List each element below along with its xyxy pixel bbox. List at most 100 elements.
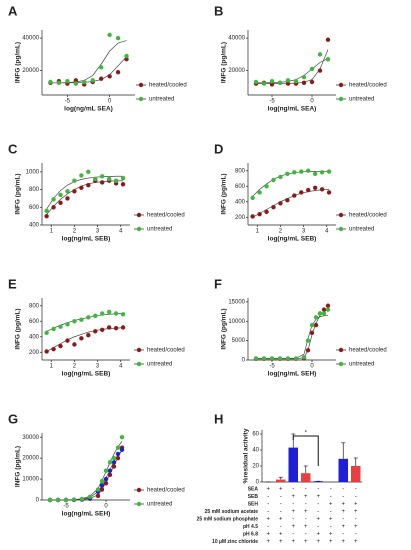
legend-marker (338, 82, 344, 88)
y-tick-label: 200 (29, 350, 40, 356)
point (95, 493, 101, 499)
point (305, 348, 311, 353)
legend-marker (338, 361, 344, 367)
point (113, 326, 119, 331)
table-cell: + (329, 502, 333, 508)
x-tick-label: 1 (256, 229, 260, 235)
legend-marker (136, 347, 142, 353)
point (325, 37, 331, 42)
point (65, 322, 70, 327)
table-cell: + (279, 517, 283, 523)
point (98, 76, 104, 81)
table-cell: - (267, 494, 269, 500)
point (93, 176, 98, 182)
panel-label: B (214, 3, 223, 18)
point (82, 79, 87, 85)
table-cell: - (330, 524, 332, 530)
bar (313, 481, 323, 482)
point (278, 174, 283, 180)
point (103, 481, 109, 486)
y-tick-label: 200 (235, 215, 246, 221)
x-tick-label: -5 (269, 99, 275, 105)
y-tick-label: 15000 (228, 299, 245, 305)
legend-label: heated/cooled (147, 213, 185, 219)
table-cell: - (267, 502, 269, 508)
table-row-label: SEA (248, 486, 259, 492)
x-axis-label: log(ng/mL SEB) (268, 236, 317, 243)
y-axis-label: INFG (pg/mL) (15, 173, 22, 214)
legend-marker (136, 487, 142, 493)
table-row-label: pH 4.5 (243, 524, 258, 530)
point (264, 184, 269, 189)
point (98, 65, 104, 70)
y-tick-label: 40000 (228, 36, 245, 42)
legend-label: heated/cooled (147, 488, 185, 494)
y-tick-label: 0 (36, 498, 40, 504)
table-cell: + (316, 532, 320, 538)
fit-curve (46, 175, 124, 210)
x-tick-label: 4 (119, 229, 123, 235)
panel-label: E (8, 276, 17, 291)
point (99, 478, 105, 484)
legend-label: untreated (349, 362, 374, 368)
legend-marker (136, 361, 142, 367)
point (285, 356, 291, 361)
x-tick-label: -5 (269, 364, 275, 370)
table-cell: - (292, 532, 294, 538)
table-cell: - (280, 524, 282, 530)
panel-label: G (8, 411, 18, 426)
point (253, 79, 259, 85)
y-axis-label: INFG (pg/mL) (15, 42, 22, 83)
point (115, 35, 121, 41)
table-cell: - (355, 532, 357, 538)
table-cell: + (304, 524, 308, 530)
y-tick-label: 20000 (22, 68, 39, 74)
point (58, 200, 63, 206)
point (326, 190, 332, 195)
y-tick-label: 800 (29, 303, 40, 309)
point (86, 315, 91, 320)
y-tick-label: 20 (252, 464, 259, 470)
y-tick-label: 600 (29, 205, 40, 211)
panel-label: C (8, 141, 18, 156)
point (65, 78, 70, 84)
legend-label: untreated (149, 97, 174, 103)
point (73, 81, 79, 86)
x-tick-label: -5 (65, 99, 71, 105)
x-tick-label: 3 (302, 229, 306, 235)
point (71, 497, 77, 502)
point (51, 326, 56, 332)
point (65, 189, 70, 194)
y-tick-label: 40000 (22, 36, 39, 42)
legend-marker (338, 96, 344, 102)
x-axis-label: log(ng/mL SEH) (62, 511, 111, 518)
point (269, 356, 275, 361)
panel-label: D (214, 141, 223, 156)
point (285, 81, 291, 86)
table-cell: - (292, 487, 294, 493)
y-tick-label: 5000 (232, 338, 246, 344)
y-tick-label: 400 (29, 223, 40, 229)
point (113, 311, 119, 316)
point (319, 170, 325, 175)
point (58, 324, 63, 329)
y-tick-label: 60 (252, 432, 259, 438)
point (107, 460, 113, 465)
legend-marker (338, 347, 344, 353)
point (120, 312, 126, 317)
y-axis-label: %residual activity (243, 428, 250, 483)
table-cell: - (317, 502, 319, 508)
table-cell: - (305, 487, 307, 493)
point (301, 80, 307, 86)
point (111, 464, 117, 469)
point (79, 336, 84, 341)
table-cell: - (342, 487, 344, 493)
y-axis-label: INFG (pg/mL) (221, 173, 228, 214)
panel-label: A (8, 3, 18, 18)
point (257, 211, 262, 217)
point (301, 355, 307, 360)
point (278, 201, 283, 206)
point (44, 330, 49, 336)
point (113, 178, 119, 183)
table-cell: + (329, 532, 333, 538)
